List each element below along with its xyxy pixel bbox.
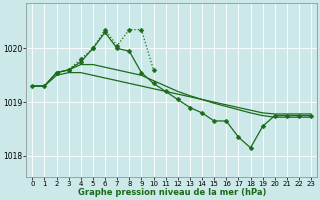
X-axis label: Graphe pression niveau de la mer (hPa): Graphe pression niveau de la mer (hPa) <box>77 188 266 197</box>
